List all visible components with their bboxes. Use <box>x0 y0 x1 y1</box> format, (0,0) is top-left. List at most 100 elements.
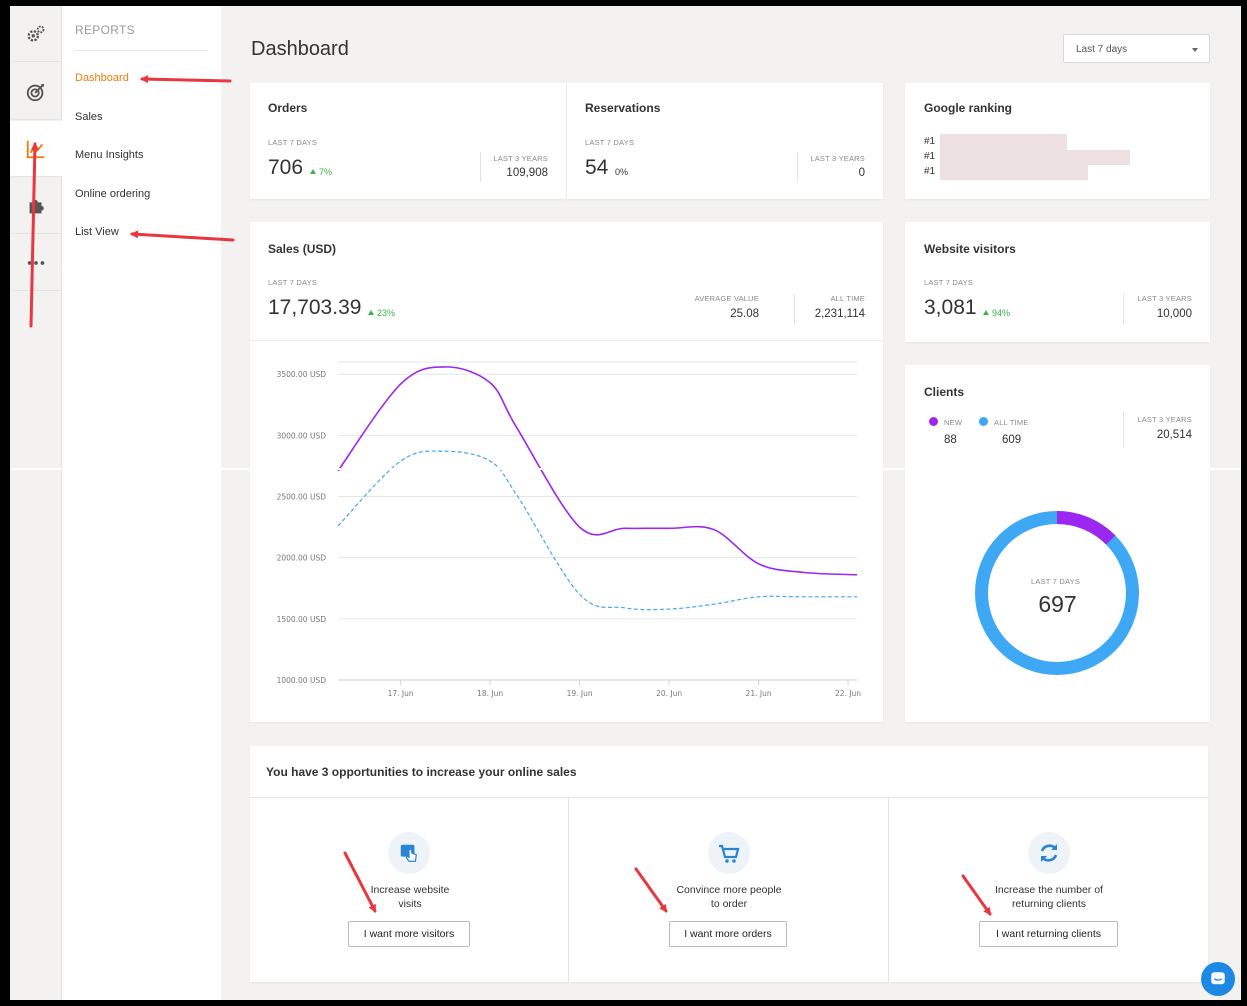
google-rank-2: #1 <box>924 151 936 162</box>
opportunity-returning: Increase the number of returning clients … <box>889 798 1208 982</box>
clients-alt-label: LAST 3 YEARS <box>1137 415 1192 424</box>
clients-title: Clients <box>924 385 965 399</box>
divider <box>797 152 798 182</box>
more-visitors-button[interactable]: I want more visitors <box>348 921 470 947</box>
sales-value: 17,703.39 <box>268 296 362 319</box>
visitors-period-label: LAST 7 DAYS <box>924 278 974 287</box>
menu-item-dashboard[interactable]: Dashboard <box>75 72 129 84</box>
sales-all-label: ALL TIME <box>830 294 865 303</box>
chevron-down-icon <box>1192 48 1198 52</box>
submenu-divider <box>75 50 208 51</box>
divider <box>794 294 795 324</box>
redaction <box>940 134 1067 151</box>
orders-delta: 7% <box>310 167 332 177</box>
sales-all-value: 2,231,114 <box>814 308 865 320</box>
reservations-alt-label: LAST 3 YEARS <box>810 154 865 163</box>
returning-clients-button[interactable]: I want returning clients <box>979 921 1118 947</box>
submenu-title: REPORTS <box>75 23 135 37</box>
x-tick-label: 21. Jun <box>746 689 772 698</box>
clients-all-value: 609 <box>1002 434 1022 446</box>
reservations-title: Reservations <box>585 101 661 115</box>
more-orders-button[interactable]: I want more orders <box>669 921 787 947</box>
sales-period-label: LAST 7 DAYS <box>268 278 318 287</box>
google-rank-3: #1 <box>924 166 936 177</box>
sales-avg-label: AVERAGE VALUE <box>694 294 759 303</box>
screenshot-seam <box>10 468 1241 470</box>
opportunities-title: You have 3 opportunities to increase you… <box>266 765 577 779</box>
donut-new <box>975 511 1139 675</box>
donut-label: LAST 7 DAYS <box>1031 577 1081 586</box>
menu-item-online-ordering[interactable]: Online ordering <box>75 188 151 200</box>
divider <box>1123 412 1124 448</box>
opportunity-text: Increase the number of returning clients <box>995 884 1103 910</box>
new-legend-dot <box>929 417 938 426</box>
redaction <box>940 150 1130 165</box>
series-line-1 <box>337 366 858 576</box>
visitors-delta: 94% <box>983 308 1010 318</box>
clients-alt-value: 20,514 <box>1156 429 1192 441</box>
sales-line-chart: 1000.00 USD 1500.00 USD 2000.00 USD 2500.00… <box>277 361 861 698</box>
up-arrow-icon <box>983 310 989 315</box>
page-title: Dashboard <box>251 38 349 60</box>
opportunity-text: Increase website visits <box>370 884 450 910</box>
icon-rail <box>10 6 62 1000</box>
y-tick-label: 2000.00 USD <box>277 554 327 563</box>
menu-item-list-view[interactable]: List View <box>75 226 119 238</box>
up-arrow-icon <box>368 310 374 315</box>
reservations-period-label: LAST 7 DAYS <box>585 138 635 147</box>
clients-new-label: NEW <box>944 418 963 427</box>
menu-item-sales[interactable]: Sales <box>75 111 103 123</box>
up-arrow-icon <box>310 169 316 174</box>
date-range-select[interactable]: Last 7 days <box>1063 34 1210 63</box>
menu-item-menu-insights[interactable]: Menu Insights <box>75 149 144 161</box>
visitors-alt-value: 10,000 <box>1156 308 1192 320</box>
sales-avg-value: 25.08 <box>730 308 759 320</box>
y-tick-label: 3500.00 USD <box>277 370 327 379</box>
more-dots-icon <box>27 260 45 265</box>
divider <box>250 340 883 341</box>
reports-submenu: REPORTS Dashboard Sales Menu Insights On… <box>62 6 221 1000</box>
sales-title: Sales (USD) <box>268 242 337 256</box>
reservations-delta: 0% <box>615 167 629 177</box>
opportunity-orders: Convince more people to order I want more… <box>569 798 889 982</box>
google-ranking-card: Google ranking #1 #1 #1 <box>905 83 1210 199</box>
divider <box>480 152 481 182</box>
rail-more[interactable] <box>10 235 62 291</box>
orders-alt-value: 109,908 <box>506 167 548 179</box>
website-visitors-card: Website visitors LAST 7 DAYS 3,081 94% L… <box>905 222 1210 342</box>
rail-extensions[interactable] <box>10 178 62 234</box>
refresh-icon <box>1028 832 1070 874</box>
orders-alt-label: LAST 3 YEARS <box>493 154 548 163</box>
y-tick-label: 2500.00 USD <box>277 493 327 502</box>
clients-card: Clients NEW 88 ALL TIME 609 LAST 3 YEARS… <box>905 365 1210 722</box>
y-tick-label: 3000.00 USD <box>277 431 327 440</box>
x-tick-label: 20. Jun <box>656 689 682 698</box>
rail-marketing[interactable] <box>10 64 62 120</box>
chat-launcher-button[interactable] <box>1201 962 1235 996</box>
donut-value: 697 <box>1038 591 1077 617</box>
google-ranking-title: Google ranking <box>924 101 1013 115</box>
y-tick-label: 1000.00 USD <box>277 676 327 685</box>
all-time-legend-dot <box>979 417 988 426</box>
series-line-2 <box>337 450 857 611</box>
rail-settings[interactable] <box>10 6 62 62</box>
opportunity-text: Convince more people to order <box>676 884 782 910</box>
redaction <box>940 165 1088 180</box>
google-rank-1: #1 <box>924 136 936 147</box>
reservations-alt-value: 0 <box>858 167 865 179</box>
puzzle-icon <box>29 199 44 213</box>
divider <box>1123 294 1124 324</box>
visitors-value: 3,081 <box>924 296 977 319</box>
gears-icon <box>27 25 45 42</box>
date-range-value: Last 7 days <box>1076 44 1128 55</box>
touch-icon <box>388 832 430 874</box>
sales-card: Sales (USD) LAST 7 DAYS 17,703.39 23% AV… <box>250 222 883 722</box>
reservations-card: Reservations LAST 7 DAYS 54 0% LAST 3 YE… <box>567 83 883 199</box>
visitors-alt-label: LAST 3 YEARS <box>1137 294 1192 303</box>
rail-reports[interactable] <box>10 121 62 177</box>
chat-icon <box>1211 972 1225 985</box>
y-tick-label: 1500.00 USD <box>277 615 327 624</box>
x-tick-label: 22. Jun <box>835 689 861 698</box>
opportunity-visitors: Increase website visits I want more visit… <box>250 798 569 982</box>
clients-new-value: 88 <box>944 434 957 446</box>
